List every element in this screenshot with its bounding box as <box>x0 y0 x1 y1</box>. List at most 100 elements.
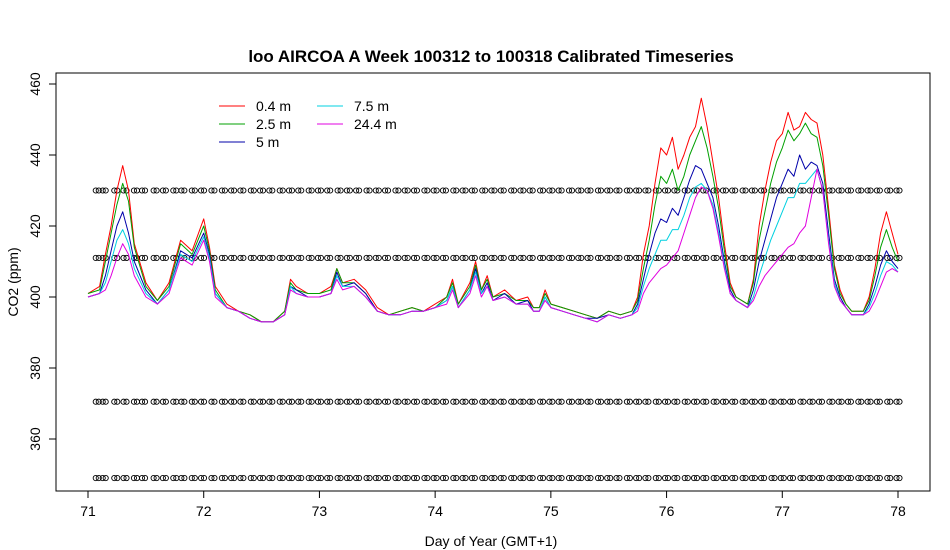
calibration-marker <box>578 187 585 194</box>
calibration-marker <box>150 474 157 482</box>
calibration-marker <box>198 474 205 482</box>
calibration-marker <box>327 398 334 405</box>
calibration-marker <box>520 187 527 194</box>
calibration-marker <box>392 474 399 482</box>
calibration-marker <box>584 398 591 405</box>
calibration-marker <box>526 254 533 262</box>
calibration-marker <box>867 187 874 194</box>
calibration-marker <box>681 474 688 482</box>
calibration-marker <box>305 187 312 194</box>
calibration-marker <box>797 187 804 194</box>
calibration-marker <box>395 474 402 482</box>
calibration-marker <box>742 398 749 405</box>
calibration-marker <box>218 398 225 405</box>
calibration-marker <box>141 254 149 262</box>
calibration-marker <box>221 254 228 262</box>
calibration-marker <box>92 254 99 262</box>
calibration-marker <box>616 254 623 262</box>
calibration-marker <box>642 474 649 482</box>
calibration-marker <box>713 398 720 405</box>
calibration-marker <box>250 254 257 262</box>
calibration-marker <box>482 474 489 482</box>
calibration-marker <box>337 187 344 194</box>
calibration-marker <box>279 254 286 262</box>
calibration-marker <box>250 187 257 194</box>
calibration-marker <box>178 398 185 405</box>
legend-label: 7.5 m <box>354 98 389 114</box>
calibration-marker <box>178 187 185 194</box>
calibration-marker <box>462 254 469 262</box>
calibration-marker <box>511 254 518 262</box>
calibration-marker <box>356 398 363 405</box>
calibration-marker <box>247 187 254 194</box>
calibration-marker <box>896 474 903 482</box>
calibration-marker <box>867 254 874 262</box>
y-axis: 360 380 400 420 440 460 <box>27 72 57 451</box>
calibration-marker <box>266 187 273 194</box>
calibration-marker <box>288 474 296 482</box>
calibration-marker <box>674 398 681 405</box>
calibration-marker <box>729 254 736 262</box>
calibration-marker <box>95 474 102 482</box>
calibration-marker <box>642 187 649 194</box>
calibration-marker <box>829 474 836 482</box>
calibration-marker <box>410 187 418 194</box>
calibration-marker <box>864 398 871 405</box>
calibration-marker <box>439 254 446 262</box>
calibration-marker <box>607 398 614 405</box>
calibration-marker <box>777 254 784 262</box>
calibration-marker <box>662 398 669 405</box>
calibration-marker <box>324 474 331 482</box>
calibration-marker <box>761 398 768 405</box>
calibration-marker <box>231 474 238 482</box>
calibration-marker <box>305 398 312 405</box>
calibration-marker <box>838 254 845 262</box>
calibration-marker <box>114 254 121 262</box>
calibration-marker <box>334 254 341 262</box>
calibration-marker <box>607 474 614 482</box>
calibration-marker <box>413 254 421 262</box>
calibration-marker <box>549 474 556 482</box>
calibration-marker <box>584 254 591 262</box>
calibration-marker <box>462 187 469 194</box>
calibration-marker <box>710 187 717 194</box>
calibration-marker <box>671 187 678 194</box>
calibration-marker <box>337 398 344 405</box>
calibration-marker <box>413 187 421 194</box>
calibration-marker <box>153 254 160 262</box>
calibration-marker <box>700 254 707 262</box>
legend: 0.4 m 2.5 m 5 m 7.5 m 24.4 m <box>219 98 397 150</box>
calibration-marker <box>604 474 611 482</box>
calibration-marker <box>92 398 99 405</box>
calibration-marker <box>497 254 504 262</box>
calibration-marker <box>111 398 118 405</box>
calibration-marker <box>594 398 602 405</box>
calibration-marker <box>130 187 137 194</box>
calibration-marker <box>896 187 903 194</box>
calibration-marker <box>453 398 460 405</box>
chart-title: loo AIRCOA A Week 100312 to 100318 Calib… <box>248 47 733 66</box>
calibration-marker <box>488 187 495 194</box>
calibration-marker <box>314 398 321 405</box>
calibration-marker <box>479 254 486 262</box>
calibration-marker <box>786 474 794 482</box>
calibration-marker <box>479 187 486 194</box>
calibration-marker <box>295 474 302 482</box>
calibration-marker <box>884 474 891 482</box>
calibration-marker <box>537 187 544 194</box>
calibration-marker <box>546 254 553 262</box>
calibration-marker <box>800 187 807 194</box>
calibration-marker <box>855 187 862 194</box>
calibration-marker <box>99 254 106 262</box>
calibration-marker <box>690 254 698 262</box>
calibration-marker <box>201 474 208 482</box>
calibration-marker <box>497 474 504 482</box>
calibration-marker <box>162 254 169 262</box>
calibration-marker <box>178 474 185 482</box>
calibration-marker <box>327 254 334 262</box>
calibration-marker <box>208 474 215 482</box>
calibration-marker <box>404 398 411 405</box>
calibration-marker <box>597 398 605 405</box>
calibration-marker <box>549 398 556 405</box>
calibration-marker <box>858 398 865 405</box>
